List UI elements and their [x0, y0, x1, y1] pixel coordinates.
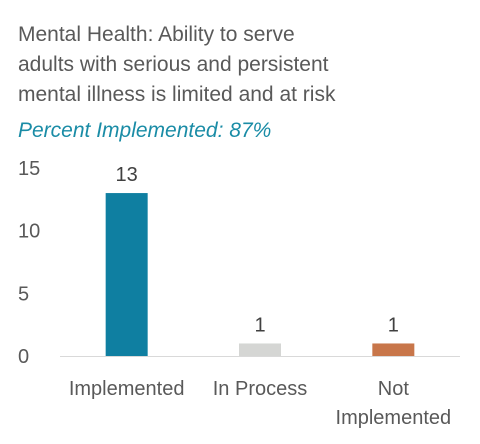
data-label: 13	[116, 164, 138, 186]
chart-subtitle: Percent Implemented: 87%	[18, 119, 272, 142]
x-tick-label: In Process	[213, 378, 307, 400]
chart-title: Mental Health: Ability to serve adults w…	[18, 20, 468, 110]
data-label: 1	[388, 314, 399, 336]
bar	[239, 343, 281, 356]
chart-title-line: mental illness is limited and at risk	[18, 83, 336, 106]
x-tick-label: Implemented	[69, 378, 185, 400]
data-label: 1	[254, 314, 265, 336]
chart-title-line: adults with serious and persistent	[18, 53, 329, 76]
y-tick-label: 10	[18, 221, 40, 243]
bar	[105, 193, 148, 356]
y-tick-label: 5	[18, 283, 29, 305]
x-tick-label: Implemented	[336, 407, 452, 429]
chart-title-line: Mental Health: Ability to serve	[18, 23, 295, 46]
bar	[372, 343, 415, 356]
y-tick-label: 15	[18, 158, 40, 180]
y-tick-label: 0	[18, 346, 29, 368]
x-tick-label: Not	[378, 378, 410, 400]
